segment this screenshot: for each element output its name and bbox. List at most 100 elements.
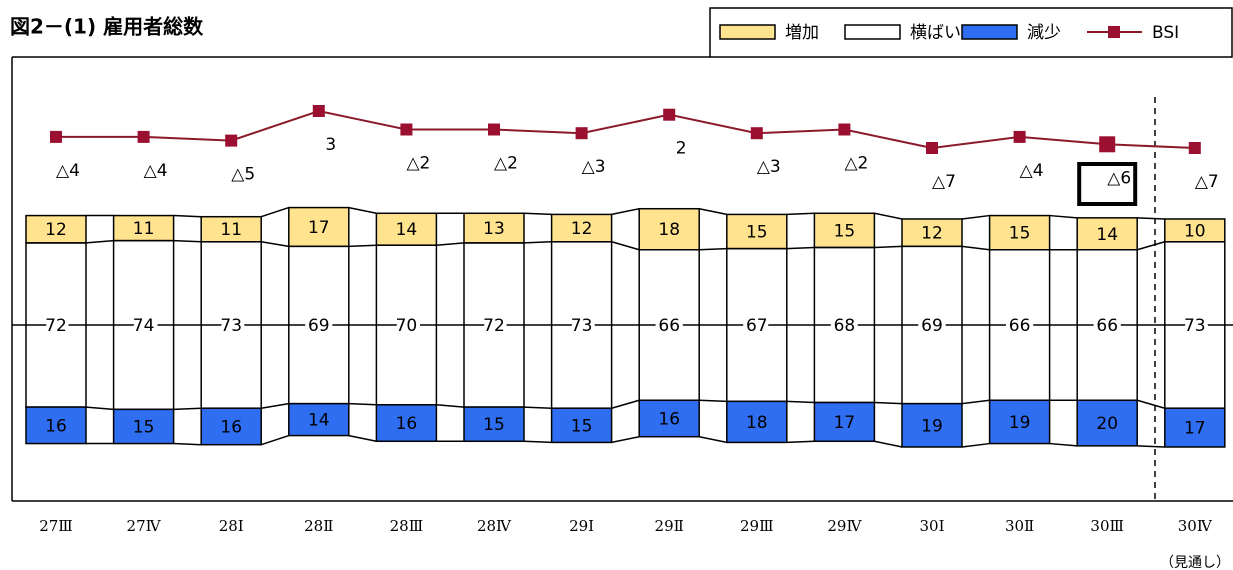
bsi-label: △2 [406, 154, 430, 174]
bar-segment [463, 212, 525, 244]
bsi-marker [50, 130, 62, 143]
x-tick-label: 27Ⅲ [39, 517, 73, 535]
connector [699, 207, 727, 216]
bar-label: 13 [483, 219, 505, 239]
bar-segment [375, 404, 438, 443]
connector [348, 244, 377, 248]
bar-segment [112, 408, 175, 445]
x-tick-label: 27Ⅳ [127, 517, 162, 535]
bar-segment [726, 213, 788, 250]
bar-segment [200, 407, 262, 446]
chart-title: 図2－(1) 雇用者総数 [10, 15, 204, 39]
x-tick-label: 30Ⅱ [1005, 517, 1034, 535]
connector [786, 440, 815, 444]
bar-segment [112, 214, 175, 242]
bar-label: 72 [483, 316, 505, 336]
connector [261, 402, 289, 409]
bar-label: 67 [746, 316, 768, 336]
x-tick-label: 30Ⅲ [1090, 517, 1124, 535]
connector [961, 245, 990, 251]
bsi-label: △3 [582, 157, 606, 177]
connector [85, 239, 114, 244]
connector [961, 399, 990, 405]
connector [786, 212, 815, 216]
bar-label: 16 [396, 414, 418, 434]
connector [436, 242, 465, 246]
bar-label: 68 [834, 316, 856, 336]
x-tick-label: 28Ⅲ [390, 517, 424, 535]
connector [523, 212, 552, 216]
connector [1137, 217, 1165, 220]
connector [85, 406, 114, 411]
bar-label: 11 [133, 219, 155, 239]
legend-label: 減少 [1027, 23, 1061, 43]
connector [173, 442, 202, 446]
forecast-note: （見通し） [1160, 555, 1230, 570]
connector [1136, 241, 1166, 251]
bar-label: 14 [308, 411, 330, 431]
bsi-label: 3 [325, 135, 336, 155]
bar-label: 20 [1096, 414, 1118, 434]
connector [523, 406, 552, 409]
x-tick-label: 29Ⅰ [569, 517, 594, 535]
bsi-marker [400, 123, 413, 136]
connector [348, 434, 377, 443]
connector [1136, 399, 1166, 409]
connector [786, 246, 815, 250]
bar-segment [988, 399, 1051, 445]
connector [699, 247, 727, 251]
bar-label: 72 [45, 316, 67, 336]
bar-segment [1164, 407, 1226, 448]
connector [348, 402, 377, 406]
bar-label: 19 [1009, 413, 1031, 433]
bar-segment [288, 206, 350, 248]
connector [1049, 442, 1078, 447]
bar-segment [726, 400, 788, 444]
bar-label: 66 [658, 316, 680, 336]
bar-segment [901, 402, 963, 448]
bar-label: 70 [396, 316, 418, 336]
connector [1137, 445, 1165, 448]
bar-label: 12 [45, 220, 67, 240]
bar-label: 74 [133, 316, 155, 336]
connector [348, 206, 377, 215]
bar-label: 15 [834, 221, 856, 241]
x-tick-label: 30Ⅰ [919, 517, 944, 535]
bar-label: 16 [45, 416, 67, 436]
bar-segment [25, 406, 87, 445]
bsi-label: △4 [1020, 161, 1044, 181]
legend-swatch [961, 24, 1018, 40]
bar-segment [638, 207, 700, 251]
bar-label: 19 [921, 416, 943, 436]
connector [523, 241, 552, 244]
x-tick-label: 29Ⅳ [827, 517, 862, 535]
bar-label: 69 [308, 316, 330, 336]
x-tick-label: 30Ⅳ [1178, 517, 1213, 535]
bar-segment [25, 214, 87, 244]
bar-segment [813, 401, 876, 443]
bar-segment [200, 215, 262, 243]
bar-segment [638, 399, 700, 438]
connector [874, 401, 903, 405]
bar-label: 18 [746, 413, 768, 433]
bar-label: 18 [658, 220, 680, 240]
bar-label: 73 [571, 316, 593, 336]
bsi-label: △2 [844, 154, 868, 174]
bsi-label: 2 [676, 139, 687, 159]
bar-label: 69 [921, 316, 943, 336]
bar-segment [288, 402, 350, 437]
legend-swatch [844, 24, 901, 40]
connector [961, 214, 990, 220]
legend-label: BSI [1152, 23, 1179, 43]
connector [173, 407, 202, 411]
connector [611, 241, 640, 251]
bar-label: 15 [746, 223, 768, 243]
connector [173, 214, 202, 218]
x-tick-label: 29Ⅲ [740, 517, 774, 535]
bar-label: 16 [658, 409, 680, 429]
connector [699, 435, 727, 444]
bsi-label: △5 [231, 165, 255, 185]
connector [961, 442, 990, 448]
legend-label: 横ばい [910, 23, 961, 43]
